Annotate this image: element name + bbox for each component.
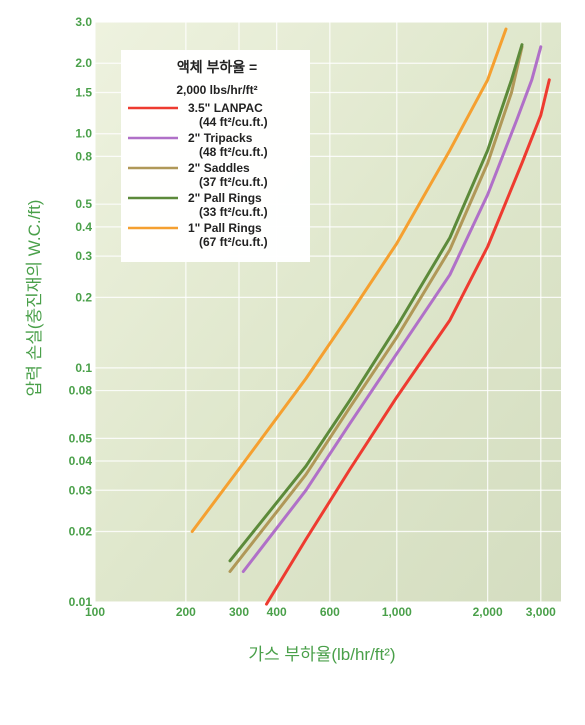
legend-items: 3.5" LANPAC(44 ft²/cu.ft.) 2" Tripacks(48… (128, 101, 268, 249)
series-line (228, 43, 524, 563)
y-tick-label: 0.5 (75, 197, 92, 211)
y-tick-label: 1.5 (75, 85, 92, 99)
y-tick-label: 0.05 (69, 431, 93, 445)
legend-series-subtitle: (33 ft²/cu.ft.) (199, 205, 268, 219)
legend-series-name: 1" Pall Rings (188, 221, 262, 235)
y-tick-label: 0.02 (69, 525, 93, 539)
y-tick-label: 0.2 (75, 290, 92, 304)
x-tick-label: 1,000 (382, 605, 412, 619)
y-tick-labels: 3.0 2.0 1.5 1.0 0.8 0.5 0.4 0.3 0.2 0.1 0.08 0.05 0.… (69, 15, 93, 609)
series-line (265, 78, 551, 606)
y-axis-label: 압력 손실(충진재의 W.C./ft) (25, 200, 44, 397)
legend-series-subtitle: (44 ft²/cu.ft.) (199, 115, 268, 129)
y-tick-label: 1.0 (75, 127, 92, 141)
legend-series-name: 2" Tripacks (188, 131, 253, 145)
legend-series-name: 3.5" LANPAC (188, 101, 263, 115)
y-tick-label: 3.0 (75, 15, 92, 29)
x-tick-label: 300 (229, 605, 249, 619)
y-tick-label: 0.4 (75, 220, 92, 234)
x-tick-label: 200 (176, 605, 196, 619)
legend-title-line2: 2,000 lbs/hr/ft² (176, 83, 257, 97)
series-lines (190, 27, 551, 606)
legend-series-name: 2" Pall Rings (188, 191, 262, 205)
y-tick-label: 0.08 (69, 384, 93, 398)
x-tick-label: 400 (267, 605, 287, 619)
legend-box (121, 50, 310, 262)
y-tick-label: 0.1 (75, 361, 92, 375)
legend-series-subtitle: (37 ft²/cu.ft.) (199, 175, 268, 189)
x-tick-label: 3,000 (526, 605, 556, 619)
legend-series-subtitle: (48 ft²/cu.ft.) (199, 145, 268, 159)
series-line (228, 45, 524, 573)
x-tick-label: 100 (85, 605, 105, 619)
x-tick-label: 600 (320, 605, 340, 619)
legend: 액체 부하율 = 2,000 lbs/hr/ft² 3.5" LANPAC(44… (121, 50, 310, 262)
y-tick-label: 0.03 (69, 483, 93, 497)
y-tick-label: 0.8 (75, 149, 92, 163)
y-tick-label: 2.0 (75, 56, 92, 70)
x-tick-label: 2,000 (473, 605, 503, 619)
legend-title-line1: 액체 부하율 = (177, 59, 257, 75)
x-tick-labels: 100 200 300 400 600 1,000 2,000 3,000 (85, 605, 556, 619)
legend-series-subtitle: (67 ft²/cu.ft.) (199, 235, 268, 249)
series-line (241, 45, 543, 573)
x-axis-label: 가스 부하율(lb/hr/ft²) (248, 645, 395, 664)
y-tick-label: 0.04 (69, 454, 93, 468)
legend-series-name: 2" Saddles (188, 161, 250, 175)
series-line (190, 27, 508, 533)
y-tick-label: 0.01 (69, 595, 93, 609)
y-tick-label: 0.3 (75, 249, 92, 263)
